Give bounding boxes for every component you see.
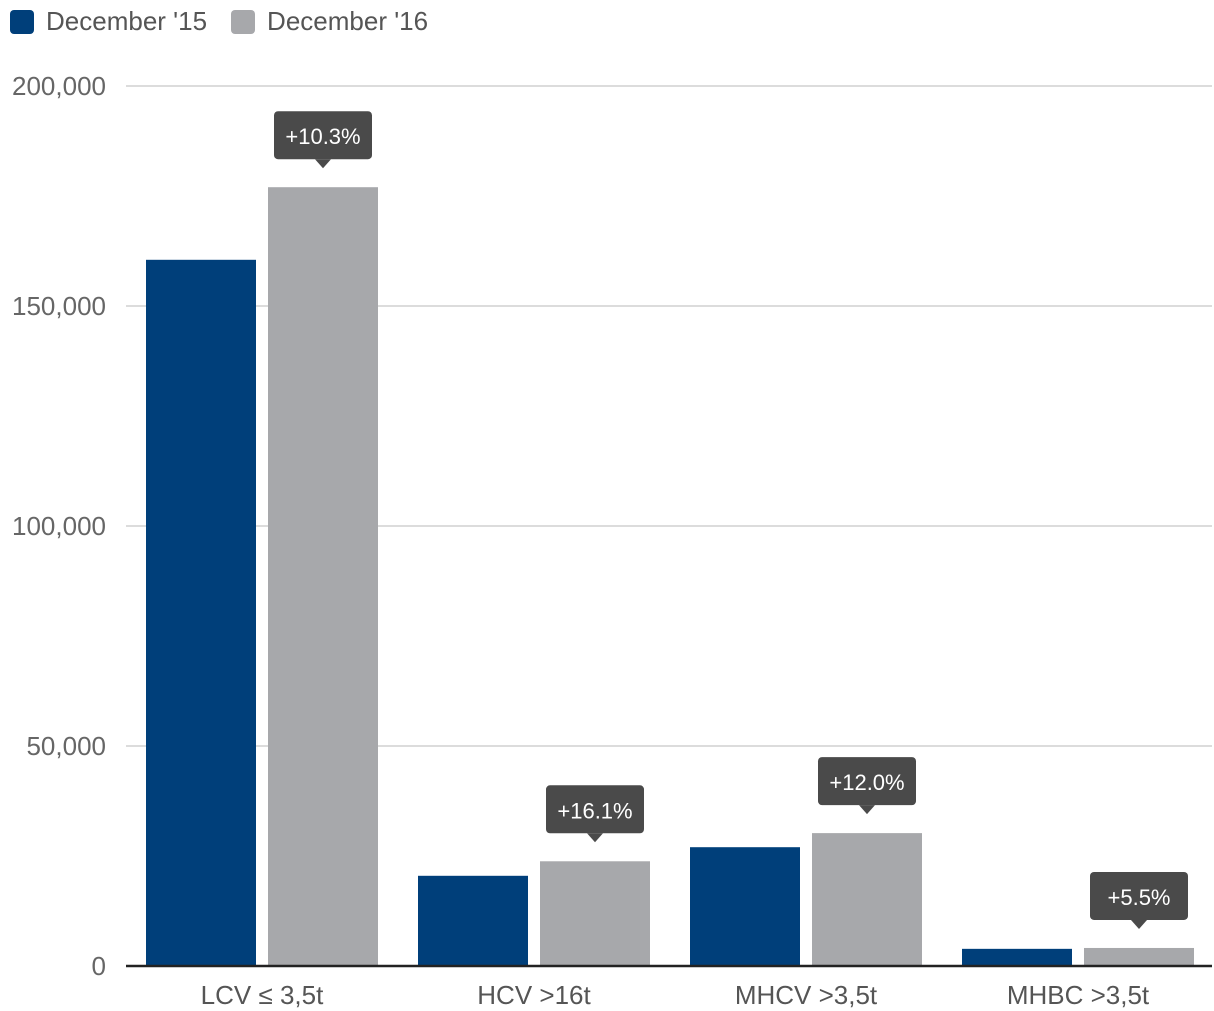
- legend-item-december-16[interactable]: December '16: [231, 6, 428, 37]
- legend-label-december-15: December '15: [46, 6, 208, 36]
- legend-label-december-16: December '16: [267, 6, 429, 36]
- y-tick-label: 150,000: [12, 291, 106, 321]
- legend: December '15 December '16: [10, 6, 452, 37]
- x-tick-label: LCV ≤ 3,5t: [201, 980, 324, 1010]
- callout-pointer: [315, 159, 331, 169]
- bar-december-16: [812, 833, 922, 966]
- y-tick-label: 50,000: [26, 731, 106, 761]
- bar-december-16: [540, 861, 650, 966]
- x-tick-label: MHBC >3,5t: [1007, 980, 1150, 1010]
- x-tick-label: MHCV >3,5t: [735, 980, 878, 1010]
- y-tick-label: 100,000: [12, 511, 106, 541]
- callout-label: +5.5%: [1108, 885, 1171, 910]
- x-tick-label: HCV >16t: [477, 980, 591, 1010]
- callout-label: +10.3%: [285, 124, 360, 149]
- legend-swatch-december-16: [231, 9, 256, 34]
- bar-december-16: [1084, 947, 1194, 966]
- bar-december-16: [268, 187, 378, 966]
- callout-label: +12.0%: [829, 770, 904, 795]
- bar-december-15: [146, 259, 256, 966]
- legend-item-december-15[interactable]: December '15: [10, 6, 207, 37]
- callout-box: [274, 111, 372, 160]
- bar-december-15: [962, 948, 1072, 966]
- callout-label: +16.1%: [557, 798, 632, 823]
- callout-box: [1090, 871, 1188, 920]
- bar-december-15: [690, 847, 800, 966]
- callout-pointer: [1131, 919, 1147, 929]
- callout-box: [818, 757, 916, 806]
- callout-pointer: [859, 805, 875, 815]
- bar-december-15: [418, 875, 528, 966]
- legend-swatch-december-15: [10, 9, 34, 34]
- callout-box: [546, 785, 644, 834]
- y-tick-label: 200,000: [12, 71, 106, 101]
- callout-pointer: [587, 833, 603, 843]
- y-tick-label: 0: [92, 951, 106, 981]
